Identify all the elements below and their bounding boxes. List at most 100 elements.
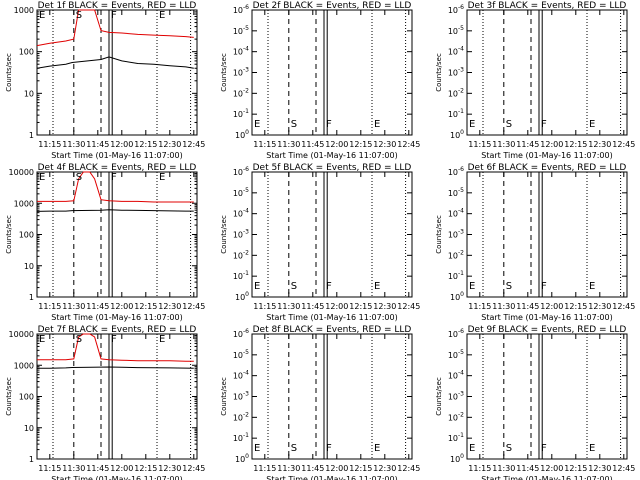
x-tick-label: 11:45 — [86, 464, 109, 473]
y-axis-label: Counts/sec — [220, 215, 228, 254]
y-tick-label: 10-5 — [448, 349, 464, 360]
x-tick-label: 11:30 — [62, 140, 85, 149]
x-tick-label: 12:15 — [349, 140, 372, 149]
x-axis-label: Start Time (01-May-16 11:07:00) — [266, 475, 397, 480]
x-tick-label: 11:30 — [277, 140, 300, 149]
y-tick-label: 1 — [29, 455, 34, 464]
panel-title: Det 9f BLACK = Events, RED = LLD — [468, 325, 627, 335]
x-tick-label: 12:45 — [612, 464, 635, 473]
x-tick-label: 11:15 — [468, 302, 491, 311]
x-tick-label: 12:00 — [325, 464, 348, 473]
series-events-line — [37, 366, 194, 369]
phase-marker: E — [374, 443, 380, 454]
y-tick-label: 10000 — [9, 330, 34, 339]
phase-marker: E — [469, 281, 475, 292]
phase-marker: E — [159, 334, 165, 345]
x-tick-label: 12:45 — [612, 302, 635, 311]
y-tick-label: 10-2 — [448, 411, 464, 422]
x-tick-label: 12:00 — [540, 464, 563, 473]
x-tick-label: 12:30 — [373, 464, 396, 473]
y-tick-label: 100 — [235, 453, 249, 464]
y-tick-label: 10-4 — [448, 208, 464, 219]
x-tick-label: 11:30 — [62, 464, 85, 473]
x-axis-label: Start Time (01-May-16 11:07:00) — [481, 313, 612, 322]
y-tick-label: 1 — [29, 293, 34, 302]
panel-2f: Det 2f BLACK = Events, RED = LLD Start Ti… — [220, 1, 420, 160]
x-tick-label: 12:00 — [110, 302, 133, 311]
plot-frame — [466, 171, 628, 298]
phase-marker: F — [111, 10, 117, 21]
y-tick-label: 100 — [19, 393, 34, 402]
y-tick-label: 10-3 — [233, 229, 249, 240]
phase-marker: E — [39, 172, 45, 183]
x-tick-label: 12:30 — [158, 140, 181, 149]
series-lld-line — [37, 171, 194, 203]
panel-1f: Det 1f BLACK = Events, RED = LLD Start Ti… — [5, 1, 205, 160]
x-tick-label: 12:15 — [349, 302, 372, 311]
y-axis-label: Counts/sec — [220, 53, 228, 92]
x-tick-label: 12:30 — [373, 140, 396, 149]
x-axis-label: Start Time (01-May-16 11:07:00) — [51, 475, 182, 480]
panel-3f: Det 3f BLACK = Events, RED = LLD Start Ti… — [435, 1, 635, 160]
y-tick-label: 10-3 — [448, 67, 464, 78]
series-lld-line — [36, 9, 194, 47]
x-tick-label: 12:30 — [158, 302, 181, 311]
x-tick-label: 12:15 — [349, 464, 372, 473]
y-tick-label: 10 — [24, 424, 34, 433]
phase-marker: F — [111, 334, 117, 345]
x-tick-label: 11:30 — [62, 302, 85, 311]
y-tick-label: 10-6 — [448, 166, 464, 177]
x-tick-label: 11:15 — [38, 464, 61, 473]
phase-marker: S — [506, 281, 512, 292]
plot-frame — [251, 333, 413, 460]
y-axis-label: Counts/sec — [435, 215, 443, 254]
x-tick-label: 11:45 — [516, 464, 539, 473]
panel-title: Det 8f BLACK = Events, RED = LLD — [253, 325, 412, 335]
panel-title: Det 7f BLACK = Events, RED = LLD — [38, 325, 197, 335]
panel-5f: Det 5f BLACK = Events, RED = LLD Start Ti… — [220, 163, 420, 322]
x-tick-label: 11:45 — [516, 140, 539, 149]
y-axis-label: Counts/sec — [5, 377, 13, 416]
y-tick-label: 1000 — [14, 6, 34, 15]
y-axis-label: Counts/sec — [5, 215, 13, 254]
y-tick-label: 10-2 — [233, 411, 249, 422]
phase-marker: E — [39, 334, 45, 345]
panel-4f: Det 4f BLACK = Events, RED = LLD Start Ti… — [5, 163, 205, 322]
phase-marker: F — [326, 443, 332, 454]
x-tick-label: 11:30 — [277, 464, 300, 473]
y-tick-label: 10-6 — [448, 328, 464, 339]
phase-marker: E — [589, 443, 595, 454]
y-tick-label: 10-3 — [233, 391, 249, 402]
panel-title: Det 3f BLACK = Events, RED = LLD — [468, 1, 627, 11]
x-tick-label: 12:15 — [134, 464, 157, 473]
y-tick-label: 1000 — [14, 199, 34, 208]
phase-marker: S — [291, 119, 297, 130]
x-tick-label: 11:45 — [301, 302, 324, 311]
plot-frame — [466, 333, 628, 460]
phase-marker: S — [506, 119, 512, 130]
phase-marker: S — [506, 443, 512, 454]
phase-marker: F — [326, 119, 332, 130]
x-tick-label: 12:15 — [564, 140, 587, 149]
y-tick-label: 10-4 — [448, 370, 464, 381]
x-tick-label: 12:45 — [397, 302, 420, 311]
x-tick-label: 12:30 — [373, 302, 396, 311]
y-tick-label: 10-1 — [448, 432, 464, 443]
x-tick-label: 12:00 — [325, 140, 348, 149]
y-tick-label: 10-3 — [233, 67, 249, 78]
x-tick-label: 12:15 — [564, 464, 587, 473]
phase-marker: S — [291, 281, 297, 292]
y-tick-label: 10-2 — [448, 87, 464, 98]
phase-marker: S — [76, 172, 82, 183]
plot-frame — [466, 9, 628, 136]
x-axis-label: Start Time (01-May-16 11:07:00) — [481, 475, 612, 480]
panel-title: Det 2f BLACK = Events, RED = LLD — [253, 1, 412, 11]
phase-marker: S — [291, 443, 297, 454]
phase-marker: E — [159, 10, 165, 21]
phase-marker: F — [541, 119, 547, 130]
phase-marker: E — [589, 281, 595, 292]
x-tick-label: 12:45 — [182, 464, 205, 473]
y-tick-label: 10-1 — [448, 108, 464, 119]
x-tick-label: 12:45 — [397, 464, 420, 473]
phase-marker: E — [469, 119, 475, 130]
